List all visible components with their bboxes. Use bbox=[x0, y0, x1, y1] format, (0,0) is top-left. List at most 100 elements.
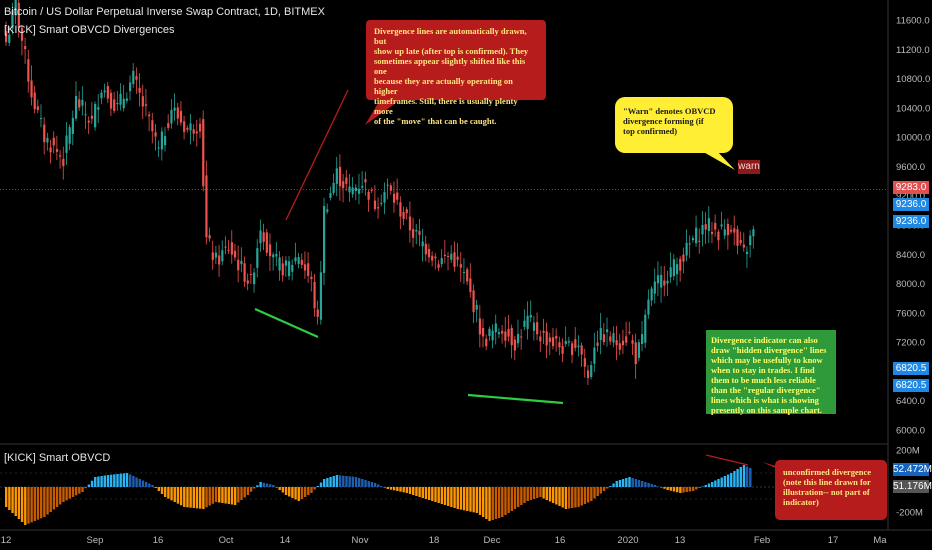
candle-body bbox=[192, 129, 195, 134]
candle-body bbox=[653, 281, 656, 294]
osc-histogram-bar bbox=[192, 487, 196, 508]
candle-body bbox=[666, 280, 669, 284]
x-tick-label: 18 bbox=[429, 535, 440, 546]
osc-histogram-bar bbox=[84, 487, 87, 489]
candle-body bbox=[373, 200, 377, 210]
x-tick-label: 14 bbox=[280, 535, 291, 546]
candle-body bbox=[100, 92, 103, 99]
candle-body bbox=[84, 114, 87, 116]
candle-body bbox=[650, 288, 653, 301]
candle-body bbox=[316, 309, 319, 317]
osc-histogram-bar bbox=[675, 487, 679, 493]
osc-histogram-bar bbox=[606, 487, 609, 489]
candle-body bbox=[672, 259, 675, 277]
candle-body bbox=[609, 336, 612, 342]
osc-histogram-bar bbox=[396, 487, 399, 491]
callout-tail bbox=[700, 150, 735, 170]
candle-body bbox=[752, 229, 755, 237]
warn-note-line: divergence forming (if bbox=[623, 116, 704, 126]
candle-body bbox=[186, 127, 189, 130]
osc-histogram-bar bbox=[27, 487, 30, 524]
candle-body bbox=[488, 328, 491, 337]
candle-body bbox=[30, 80, 33, 98]
osc-histogram-bar bbox=[558, 487, 561, 506]
candle-body bbox=[338, 166, 342, 187]
unconfirmed-divergence-line bbox=[705, 454, 749, 466]
candle-body bbox=[106, 86, 109, 99]
candle-body bbox=[259, 230, 262, 244]
osc-histogram-bar bbox=[173, 487, 176, 502]
osc-histogram-bar bbox=[447, 487, 450, 506]
osc-histogram-bar bbox=[647, 483, 650, 487]
osc-histogram-bar bbox=[278, 487, 281, 490]
candle-body bbox=[198, 123, 202, 132]
candle-body bbox=[586, 370, 590, 378]
osc-histogram-bar bbox=[119, 473, 122, 487]
candle-body bbox=[71, 117, 74, 134]
osc-histogram-bar bbox=[462, 487, 466, 511]
osc-histogram-bar bbox=[494, 487, 498, 519]
osc-histogram-bar bbox=[338, 475, 342, 487]
candle-body bbox=[59, 155, 62, 157]
candle-body bbox=[125, 98, 129, 101]
osc-histogram-bar bbox=[707, 483, 711, 487]
divergence-note-line: sometimes appear slightly shifted like t… bbox=[374, 56, 526, 76]
osc-histogram-bar bbox=[243, 487, 246, 498]
candle-body bbox=[87, 120, 90, 123]
candle-body bbox=[27, 59, 30, 82]
warn-note-callout: "Warn" denotes OBVCD divergence forming … bbox=[615, 97, 733, 153]
osc-histogram-bar bbox=[377, 484, 380, 487]
hidden-note-line: them to be much less reliable bbox=[711, 375, 816, 385]
osc-histogram-bar bbox=[412, 487, 415, 495]
osc-histogram-bar bbox=[532, 487, 536, 499]
candle-body bbox=[246, 280, 249, 284]
osc-histogram-bar bbox=[300, 487, 304, 499]
osc-histogram-bar bbox=[577, 487, 580, 507]
candle-body bbox=[49, 147, 52, 153]
candle-body bbox=[173, 107, 176, 111]
candle-body bbox=[412, 229, 415, 238]
candle-body bbox=[542, 330, 545, 333]
osc-histogram-bar bbox=[415, 487, 418, 496]
osc-histogram-bar bbox=[52, 487, 56, 510]
osc-histogram-bar bbox=[672, 487, 676, 492]
candle-body bbox=[431, 255, 434, 261]
indicator-sub-label[interactable]: [KICK] Smart OBVCD bbox=[4, 452, 111, 464]
unconfirmed-note-line: illustration-- not part of bbox=[783, 487, 870, 497]
osc-histogram-bar bbox=[536, 487, 539, 498]
unconfirmed-note-line: indicator) bbox=[783, 497, 819, 507]
candle-body bbox=[345, 177, 348, 184]
osc-histogram-bar bbox=[717, 479, 720, 487]
osc-histogram-bar bbox=[160, 487, 164, 494]
hidden-note-line: Divergence indicator can also bbox=[711, 335, 818, 345]
divergence-note-line: timeframes. Still, there is usually plen… bbox=[374, 96, 518, 116]
chart-title: Bitcoin / US Dollar Perpetual Inverse Sw… bbox=[4, 6, 325, 18]
candle-body bbox=[52, 137, 55, 146]
osc-histogram-bar bbox=[456, 487, 459, 509]
osc-histogram-bar bbox=[392, 487, 396, 491]
osc-histogram-bar bbox=[125, 473, 129, 487]
candle-body bbox=[704, 224, 707, 230]
osc-histogram-bar bbox=[510, 487, 514, 511]
candle-body bbox=[284, 260, 288, 266]
osc-histogram-bar bbox=[688, 487, 692, 492]
osc-histogram-bar bbox=[621, 479, 625, 487]
osc-histogram-bar bbox=[265, 483, 269, 487]
hidden-note-line: draw "hidden divergence" lines bbox=[711, 345, 827, 355]
osc-histogram-bar bbox=[367, 481, 370, 487]
candle-body bbox=[249, 274, 253, 276]
callout-tail bbox=[365, 100, 400, 125]
candle-body bbox=[462, 272, 466, 274]
osc-histogram-bar bbox=[78, 487, 81, 494]
osc-histogram-bar bbox=[660, 487, 663, 488]
candle-body bbox=[427, 249, 431, 258]
osc-histogram-bar bbox=[297, 487, 300, 501]
osc-histogram-bar bbox=[138, 479, 141, 487]
osc-histogram-bar bbox=[268, 484, 272, 487]
osc-histogram-bar bbox=[122, 473, 126, 487]
osc-histogram-bar bbox=[46, 487, 49, 515]
osc-histogram-bar bbox=[319, 482, 323, 487]
candle-body bbox=[577, 345, 580, 348]
indicator-main-label[interactable]: [KICK] Smart OBVCD Divergences bbox=[4, 24, 175, 36]
candle-body bbox=[631, 340, 634, 344]
